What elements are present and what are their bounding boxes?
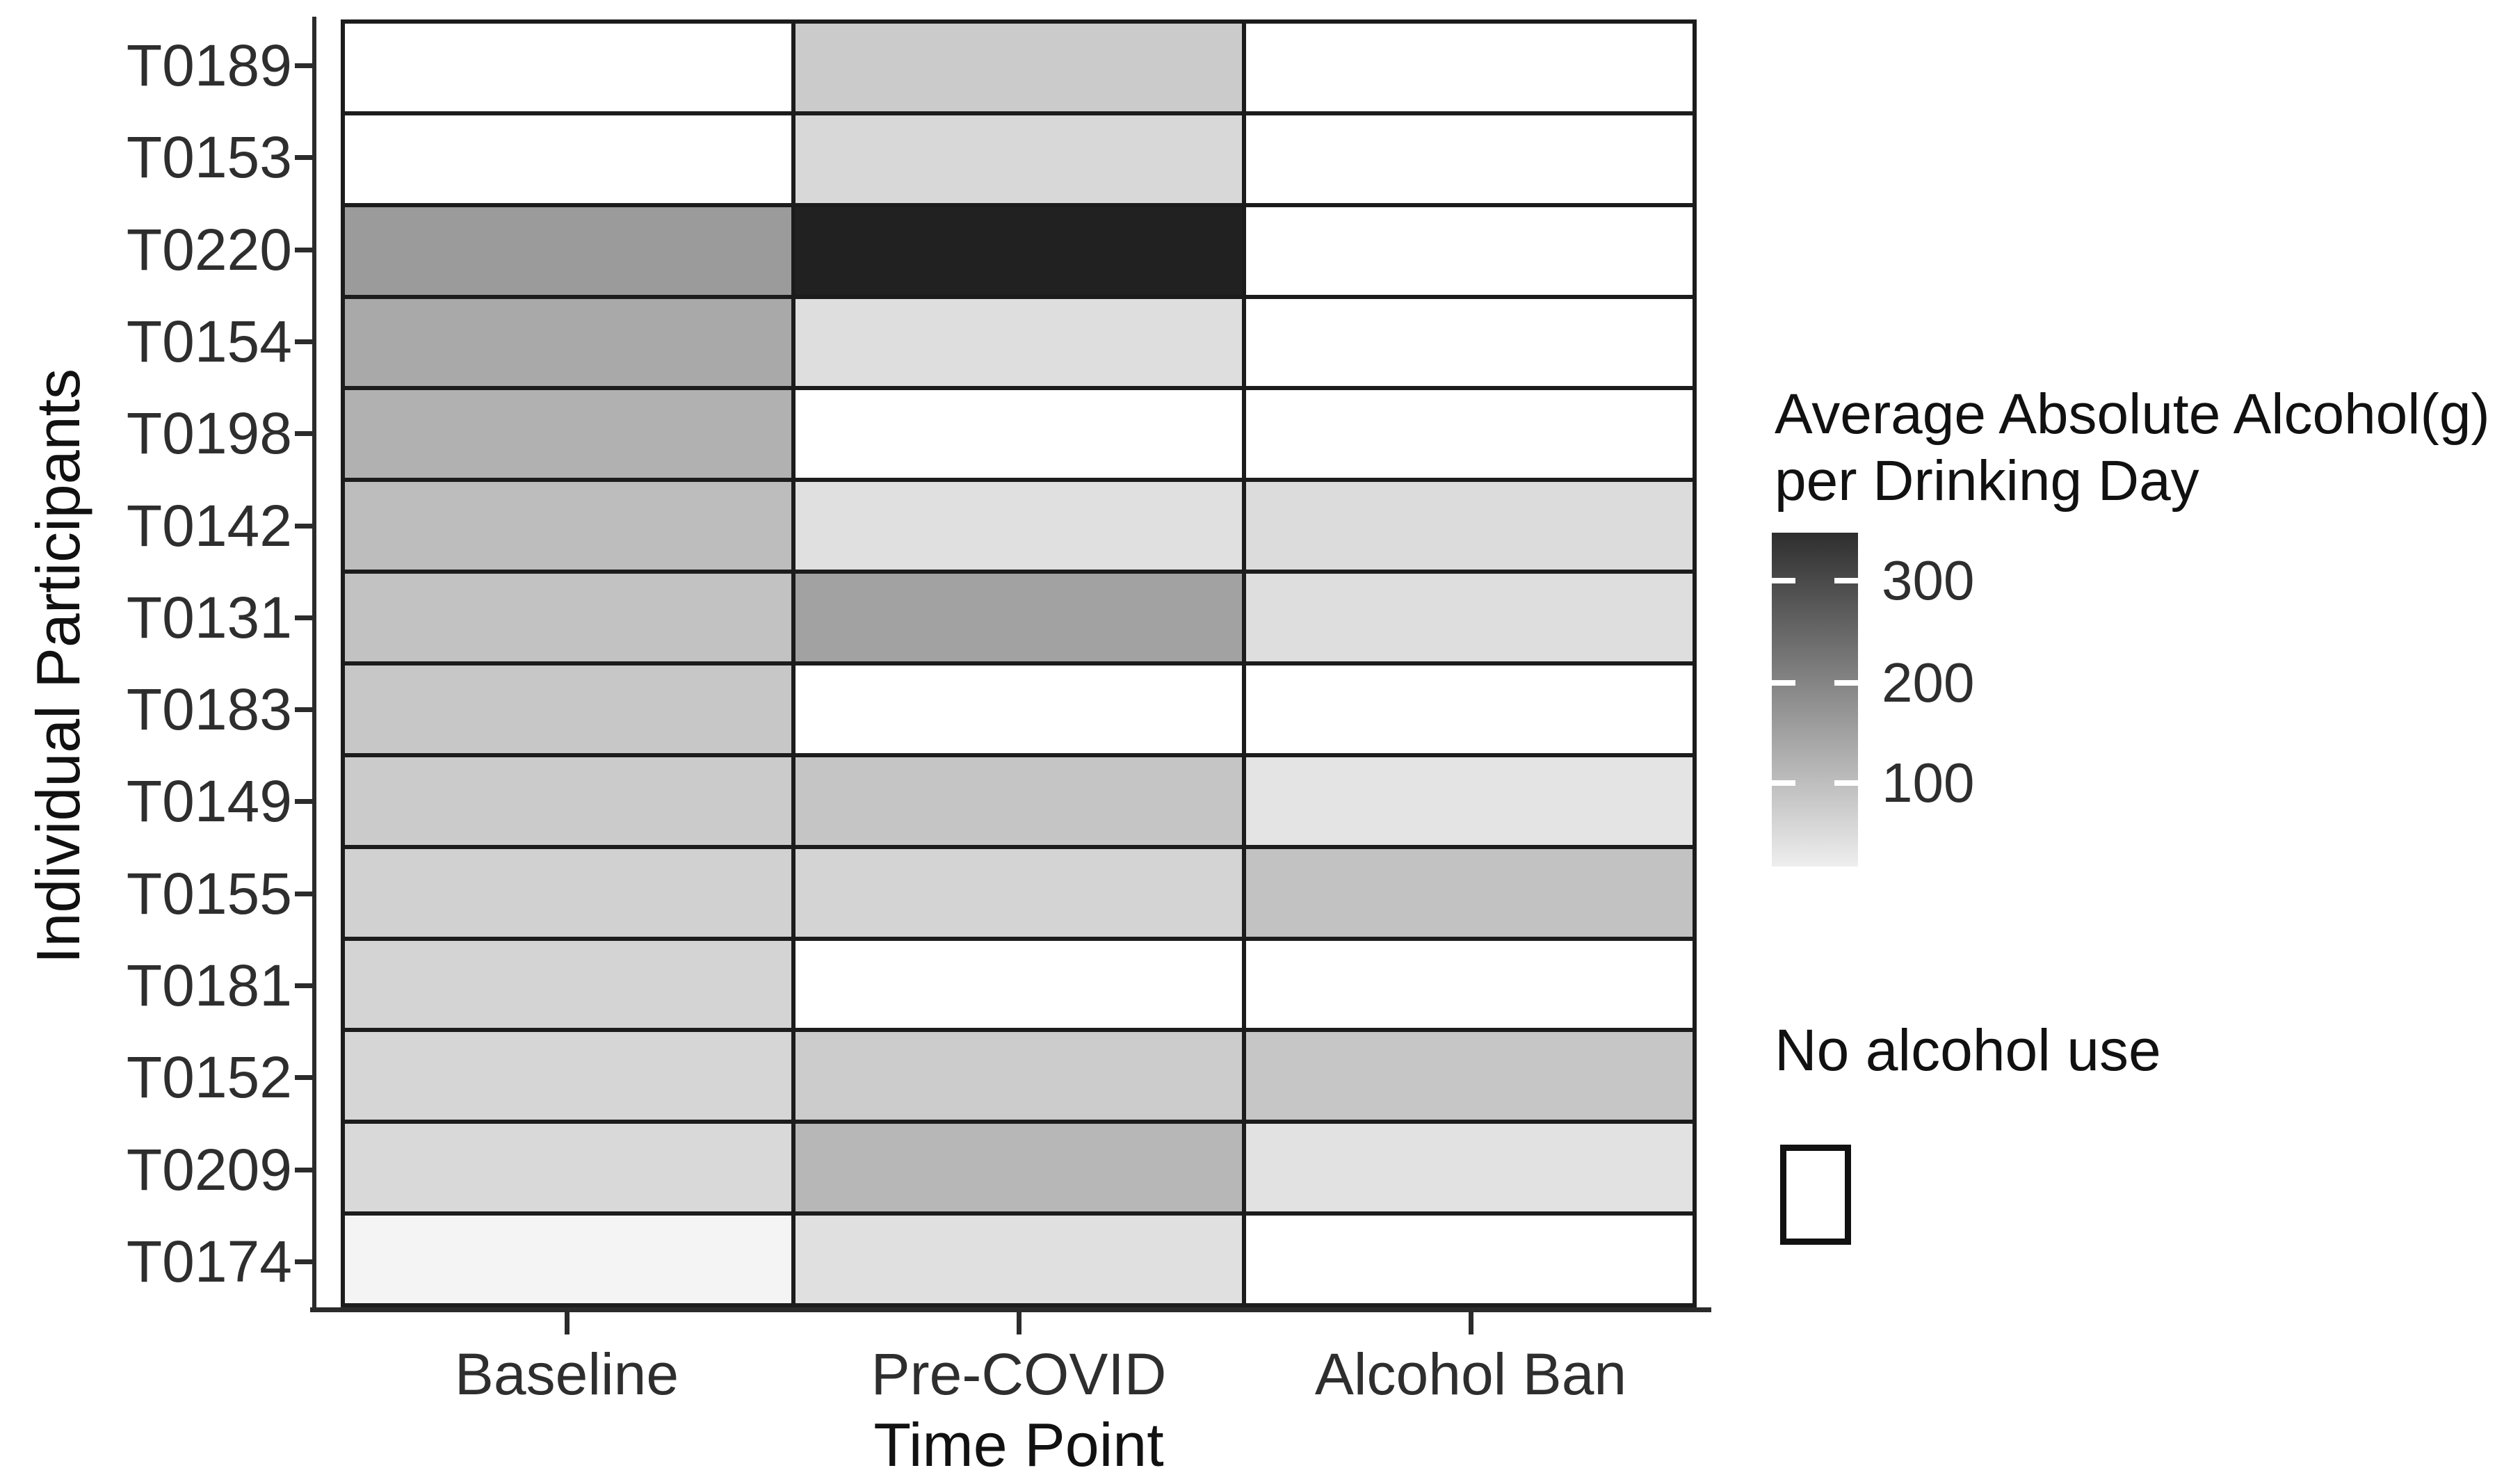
- y-tick-label-T0220: T0220: [126, 216, 292, 282]
- heatmap-cell-T0149-Pre-COVID: [793, 755, 1244, 847]
- legend-tick-mark: [1834, 680, 1858, 686]
- y-tick-label-T0209: T0209: [126, 1136, 292, 1202]
- y-tick-mark: [295, 891, 313, 896]
- y-tick-label-T0198: T0198: [126, 401, 292, 467]
- x-axis-title: Time Point: [873, 1410, 1164, 1479]
- y-tick-mark: [295, 707, 313, 713]
- heatmap-cell-T0154-Alcohol Ban: [1244, 296, 1695, 389]
- heatmap-cell-T0174-Baseline: [343, 1213, 793, 1305]
- y-tick-label-T0152: T0152: [126, 1045, 292, 1111]
- heatmap-cell-T0181-Alcohol Ban: [1244, 938, 1695, 1031]
- heatmap-cell-T0189-Pre-COVID: [793, 22, 1244, 113]
- y-tick-mark: [295, 523, 313, 529]
- heatmap-cell-T0142-Pre-COVID: [793, 480, 1244, 572]
- legend-tick-mark: [1834, 780, 1858, 786]
- y-tick-mark: [295, 155, 313, 161]
- y-tick-mark: [295, 1167, 313, 1172]
- y-tick-mark: [295, 339, 313, 344]
- y-tick-mark: [295, 615, 313, 620]
- legend-gradient-bar: [1772, 533, 1858, 866]
- y-tick-label-T0154: T0154: [126, 309, 292, 374]
- y-tick-label-T0155: T0155: [126, 860, 292, 926]
- y-tick-label-T0142: T0142: [126, 492, 292, 558]
- y-tick-label-T0153: T0153: [126, 124, 292, 191]
- x-tick-mark: [565, 1312, 570, 1334]
- y-tick-mark: [295, 983, 313, 988]
- y-axis-line: [312, 17, 316, 1312]
- y-tick-label-T0183: T0183: [126, 677, 292, 743]
- x-tick-mark: [1017, 1312, 1021, 1334]
- legend-tick-mark: [1772, 680, 1795, 686]
- heatmap-cell-T0183-Baseline: [343, 663, 793, 755]
- y-tick-mark: [295, 431, 313, 437]
- heatmap-cell-T0220-Pre-COVID: [793, 204, 1244, 297]
- legend-tick-mark: [1834, 578, 1858, 584]
- heatmap-cell-T0198-Baseline: [343, 388, 793, 481]
- heatmap-cell-T0154-Baseline: [343, 296, 793, 389]
- heatmap-cell-T0149-Alcohol Ban: [1244, 755, 1695, 847]
- heatmap-cell-T0183-Pre-COVID: [793, 663, 1244, 755]
- y-tick-label-T0131: T0131: [126, 584, 292, 650]
- y-tick-mark: [295, 247, 313, 252]
- heatmap-cell-T0155-Alcohol Ban: [1244, 846, 1695, 939]
- legend-tick-label-300: 300: [1882, 549, 1975, 612]
- heatmap-cell-T0181-Pre-COVID: [793, 938, 1244, 1031]
- legend-tick-mark: [1772, 578, 1795, 584]
- heatmap-cell-T0142-Alcohol Ban: [1244, 480, 1695, 572]
- heatmap-cell-T0142-Baseline: [343, 480, 793, 572]
- legend-tick-label-200: 200: [1882, 652, 1975, 714]
- x-axis-line: [310, 1307, 1711, 1312]
- heatmap-cell-T0153-Pre-COVID: [793, 113, 1244, 205]
- heatmap-cell-T0131-Pre-COVID: [793, 572, 1244, 663]
- heatmap-cell-T0152-Pre-COVID: [793, 1030, 1244, 1122]
- legend-title: Average Absolute Alcohol(g) per Drinking…: [1775, 381, 2490, 515]
- legend-tick-mark: [1772, 780, 1795, 786]
- x-tick-label-pre-covid: Pre-COVID: [871, 1341, 1167, 1407]
- x-tick-label-alcohol-ban: Alcohol Ban: [1314, 1341, 1627, 1407]
- y-tick-label-T0181: T0181: [126, 953, 292, 1018]
- y-tick-label-T0174: T0174: [126, 1228, 292, 1294]
- y-tick-mark: [295, 1259, 313, 1264]
- y-tick-label-T0189: T0189: [126, 33, 292, 99]
- legend-tick-label-100: 100: [1882, 751, 1975, 814]
- heatmap-cell-T0152-Alcohol Ban: [1244, 1030, 1695, 1122]
- heatmap-cell-T0198-Pre-COVID: [793, 388, 1244, 481]
- y-tick-mark: [295, 799, 313, 805]
- heatmap-cell-T0198-Alcohol Ban: [1244, 388, 1695, 481]
- heatmap-cell-T0183-Alcohol Ban: [1244, 663, 1695, 755]
- heatmap-cell-T0209-Alcohol Ban: [1244, 1122, 1695, 1214]
- heatmap-cell-T0209-Pre-COVID: [793, 1122, 1244, 1214]
- no-alcohol-use-swatch: [1780, 1145, 1851, 1245]
- legend-title-line1: Average Absolute Alcohol(g): [1775, 382, 2490, 446]
- heatmap-cell-T0209-Baseline: [343, 1122, 793, 1214]
- legend-title-line2: per Drinking Day: [1775, 449, 2199, 513]
- heatmap-cell-T0220-Baseline: [343, 204, 793, 297]
- heatmap-panel: [341, 19, 1697, 1307]
- heatmap-cell-T0154-Pre-COVID: [793, 296, 1244, 389]
- heatmap-cell-T0174-Pre-COVID: [793, 1213, 1244, 1305]
- heatmap-cell-T0152-Baseline: [343, 1030, 793, 1122]
- x-tick-mark: [1469, 1312, 1473, 1334]
- y-tick-mark: [295, 1075, 313, 1081]
- heatmap-cell-T0155-Pre-COVID: [793, 846, 1244, 939]
- heatmap-cell-T0189-Baseline: [343, 22, 793, 113]
- heatmap-cell-T0220-Alcohol Ban: [1244, 204, 1695, 297]
- y-tick-mark: [295, 63, 313, 69]
- heatmap-cell-T0131-Alcohol Ban: [1244, 572, 1695, 663]
- heatmap-cell-T0153-Baseline: [343, 113, 793, 205]
- heatmap-cell-T0155-Baseline: [343, 846, 793, 939]
- no-alcohol-use-label: No alcohol use: [1775, 1017, 2161, 1083]
- heatmap-cell-T0174-Alcohol Ban: [1244, 1213, 1695, 1305]
- heatmap-cell-T0189-Alcohol Ban: [1244, 22, 1695, 113]
- y-tick-label-T0149: T0149: [126, 768, 292, 834]
- x-tick-label-baseline: Baseline: [454, 1341, 679, 1407]
- heatmap-cell-T0149-Baseline: [343, 755, 793, 847]
- heatmap-cell-T0153-Alcohol Ban: [1244, 113, 1695, 205]
- heatmap-cell-T0131-Baseline: [343, 572, 793, 663]
- heatmap-cell-T0181-Baseline: [343, 938, 793, 1031]
